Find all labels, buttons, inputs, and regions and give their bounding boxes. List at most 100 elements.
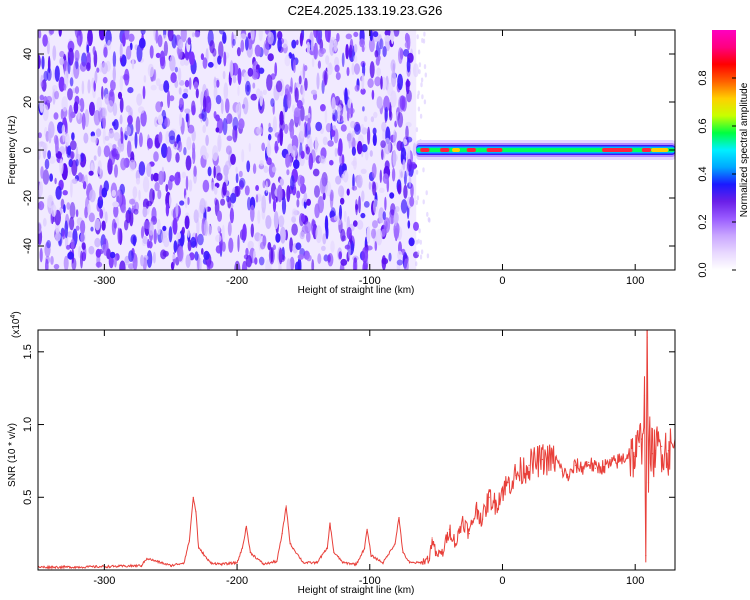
heatmap-cell [124,30,130,40]
heatmap-cell [361,45,365,53]
heatmap-cell [333,39,338,53]
heatmap-cell [225,160,231,171]
heatmap-cell [181,171,187,179]
heatmap-cell [226,135,233,142]
heatmap-cell [258,67,265,74]
heatmap-cell [125,105,132,113]
heatmap-cell [88,212,95,223]
heatmap-cell [378,207,385,224]
heatmap-cell [354,63,360,75]
heatmap-cell [265,30,269,35]
heatmap-cell [71,257,77,270]
heatmap-cell [184,194,188,209]
heatmap-cell [101,107,107,119]
heatmap-cell [372,127,377,135]
heatmap-cell [228,237,234,253]
heatmap-cell [242,223,247,241]
heatmap-cell [240,39,245,53]
heatmap-cell [167,90,171,109]
heatmap-cell [325,55,330,65]
heatmap-cell [415,200,418,205]
heatmap-cell [88,170,94,176]
heatmap-cell [306,198,311,206]
heatmap-cell [45,130,50,142]
heatmap-cell [119,75,124,92]
snr-point [435,554,437,557]
heatmap-cell [353,31,359,38]
heatmap-cell [252,163,257,174]
snr-point [442,551,444,554]
heatmap-cell [38,221,42,234]
heatmap-cell [245,80,251,96]
heatmap-cell [39,94,45,101]
heatmap-cell [365,149,369,161]
heatmap-cell [417,250,420,256]
heatmap-cell [212,145,219,162]
heatmap-cell [220,198,226,206]
heatmap-cell [360,168,367,174]
snr-point [370,554,372,557]
heatmap-cell [122,32,126,47]
heatmap-cell [142,235,148,245]
heatmap-cell [217,134,222,152]
snr-point [245,525,247,528]
snr-point [608,464,610,466]
snr-point [628,453,630,455]
heatmap-cell [348,107,355,115]
snr-point [263,563,265,565]
heatmap-cell [419,113,423,119]
heatmap-cell [422,167,425,173]
heatmap-cell [87,79,91,94]
x-tick-label: -200 [226,575,248,587]
heatmap-cell [44,158,50,170]
heatmap-cell [323,254,329,262]
heatmap-cell [416,34,419,40]
snr-point [183,562,185,564]
heatmap-cell [49,156,56,164]
heatmap-cell [393,30,400,37]
heatmap-cell [341,52,345,68]
heatmap-cell [232,116,239,131]
heatmap-cell [267,242,272,251]
heatmap-cell [205,95,212,114]
heatmap-cell [382,173,389,184]
heatmap-cell [216,79,220,88]
heatmap-cell [120,131,124,144]
heatmap-cell [69,140,77,151]
heatmap-cell [279,226,286,244]
signal-peak [466,148,476,152]
heatmap-cell [290,175,295,191]
heatmap-cell [152,172,160,182]
snr-point [594,467,597,469]
heatmap-cell [237,234,240,252]
heatmap-cell [186,111,190,129]
heatmap-cell [39,247,43,263]
heatmap-cell [381,149,384,161]
x-tick-label: 0 [499,275,505,287]
heatmap-cell [295,82,301,88]
heatmap-cell [259,90,264,107]
heatmap-cell [83,132,89,144]
heatmap-cell [322,233,327,245]
heatmap-cell [389,110,393,121]
heatmap-cell [127,115,133,125]
heatmap-cell [304,77,308,91]
snr-scale-label: (x104) [10,311,22,338]
heatmap-cell [279,119,285,132]
heatmap-cell [359,38,365,48]
heatmap-cell [203,219,209,237]
snr-point [409,562,411,564]
heatmap-cell [371,163,377,179]
snr-point [555,458,557,461]
heatmap-cell [128,33,135,42]
heatmap-cell [286,185,291,203]
heatmap-cell [184,79,190,88]
heatmap-cell [195,88,199,99]
heatmap-cell [113,204,119,218]
heatmap-cell [235,173,239,184]
heatmap-cell [300,150,305,159]
heatmap-cell [322,136,328,146]
heatmap-cell [388,252,392,262]
x-tick-label: 100 [626,575,644,587]
heatmap-cell [271,166,277,173]
